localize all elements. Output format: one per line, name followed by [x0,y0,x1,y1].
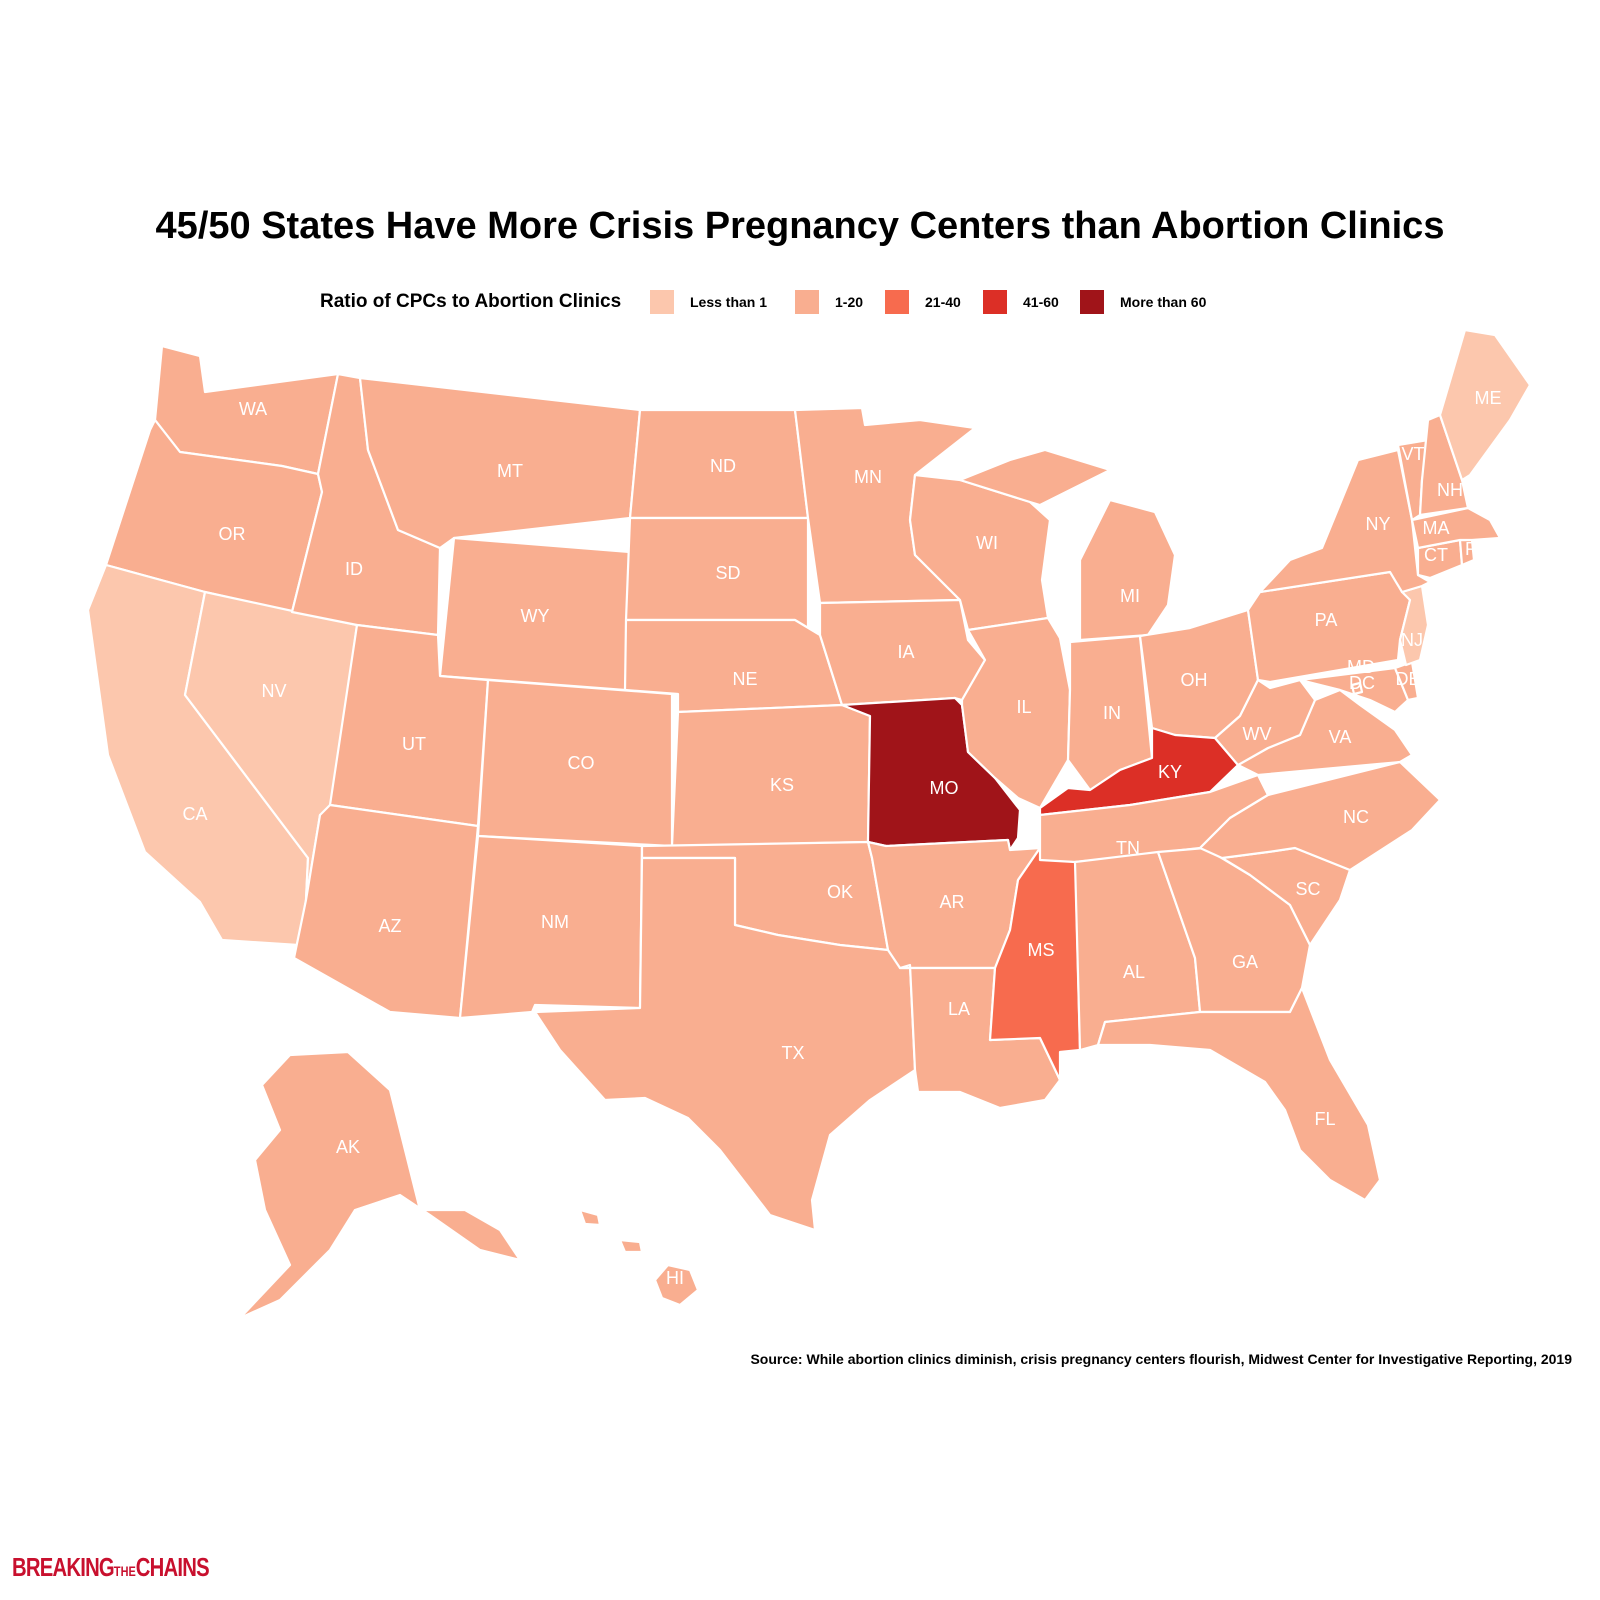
state-label-de: DE [1395,669,1420,689]
state-me [1438,328,1532,482]
state-label-ca: CA [182,804,207,824]
legend-label: More than 60 [1120,294,1207,310]
state-nj [1398,584,1430,667]
state-label-or: OR [219,524,246,544]
legend-swatch [885,290,909,314]
state-label-tn: TN [1116,838,1140,858]
state-label-ar: AR [939,892,964,912]
legend-label: 21-40 [925,294,961,310]
state-label-wi: WI [976,533,998,553]
state-label-wv: WV [1243,724,1272,744]
state-label-al: AL [1123,962,1145,982]
state-label-nc: NC [1343,807,1369,827]
state-label-hi: HI [666,1268,684,1288]
state-label-sc: SC [1295,879,1320,899]
state-label-va: VA [1329,727,1352,747]
state-label-az: AZ [378,916,401,936]
state-label-wa: WA [239,399,267,419]
breaking-the-chains-logo: BREAKINGTHECHAINS [12,1552,264,1582]
legend-label: 1-20 [835,294,864,310]
state-ny [1258,448,1432,594]
legend-swatch [795,290,819,314]
legend-swatch [650,290,674,314]
state-hi [578,1208,700,1307]
state-label-mo: MO [930,778,959,798]
state-label-id: ID [345,559,363,579]
state-label-mn: MN [854,467,882,487]
state-label-ny: NY [1365,514,1390,534]
state-label-pa: PA [1315,610,1338,630]
state-label-fl: FL [1314,1109,1335,1129]
state-label-ky: KY [1158,762,1182,782]
state-label-ct: CT [1424,545,1448,565]
legend-swatch [983,290,1007,314]
state-label-me: ME [1475,388,1502,408]
state-label-sd: SD [715,563,740,583]
state-label-la: LA [948,999,970,1019]
state-label-oh: OH [1181,670,1208,690]
state-label-nm: NM [541,912,569,932]
state-label-nv: NV [261,681,286,701]
state-label-ga: GA [1232,952,1258,972]
state-label-wy: WY [521,606,550,626]
state-label-nj: NJ [1401,630,1423,650]
state-fl [1096,986,1382,1202]
state-il [960,616,1072,810]
state-label-ak: AK [336,1137,360,1157]
state-label-md: MD [1347,657,1375,677]
state-label-ut: UT [402,734,426,754]
state-label-ms: MS [1028,940,1055,960]
logo-wordmark: BREAKINGTHECHAINS [12,1552,210,1582]
state-ak [238,1050,522,1320]
state-label-in: IN [1103,703,1121,723]
state-ma [1410,506,1502,550]
legend-swatch [1080,290,1104,314]
state-label-il: IL [1016,697,1031,717]
state-label-nh: NH [1437,480,1463,500]
state-az [292,803,480,1020]
state-dc [1350,681,1364,696]
legend-label: 41-60 [1023,294,1059,310]
state-label-vt: VT [1401,444,1424,464]
state-label-ma: MA [1423,518,1450,538]
state-label-ne: NE [732,669,757,689]
state-label-mt: MT [497,461,523,481]
state-label-tx: TX [781,1043,804,1063]
map-title: 45/50 States Have More Crisis Pregnancy … [155,205,1445,247]
legend-title: Ratio of CPCs to Abortion Clinics [320,291,622,312]
legend-label: Less than 1 [690,294,768,310]
legend: Ratio of CPCs to Abortion Clinics Less t… [0,289,1600,315]
state-label-ks: KS [770,775,794,795]
state-label-ia: IA [897,642,914,662]
source-note: Source: While abortion clinics diminish,… [750,1351,1572,1367]
state-label-dc: DC [1349,673,1375,693]
state-tx [533,856,917,1232]
state-label-co: CO [568,753,595,773]
state-label-nd: ND [710,456,736,476]
state-label-ok: OK [827,882,853,902]
state-label-ri: RI [1465,539,1483,559]
state-wv [1213,678,1317,767]
state-label-mi: MI [1120,586,1140,606]
state-nc [1198,760,1442,872]
